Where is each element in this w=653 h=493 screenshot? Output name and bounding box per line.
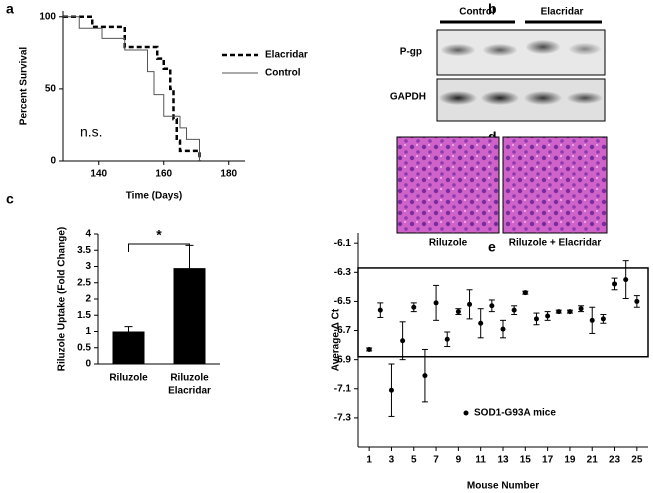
point — [522, 290, 528, 296]
panel-label: b — [488, 1, 497, 17]
y-tick-label: 100 — [39, 11, 56, 22]
row-label: P-gp — [400, 47, 422, 58]
x-tick-label: 11 — [475, 455, 486, 466]
point — [411, 304, 417, 310]
significance-bracket — [128, 243, 190, 252]
x-axis-label: Mouse Number — [467, 481, 539, 492]
significance-mark: * — [156, 227, 162, 243]
legend-marker — [463, 410, 469, 416]
x-tick-label: 140 — [90, 169, 107, 180]
y-tick-label: 0 — [85, 359, 91, 370]
x-tick-label: 180 — [220, 169, 237, 180]
y-tick-label: 1 — [85, 326, 91, 337]
x-tick-label: 23 — [609, 455, 621, 466]
caption: Riluzole — [429, 238, 468, 249]
x-tick-label: 7 — [433, 455, 439, 466]
point — [377, 307, 383, 313]
x-tick-label: Riluzole — [170, 373, 209, 384]
x-tick-label: Riluzole — [109, 373, 148, 384]
y-tick-label: 1.5 — [77, 310, 91, 321]
legend-label: Elacridar — [265, 50, 308, 61]
caption: Riluzole + Elacridar — [509, 238, 602, 249]
histology: Riluzole Riluzole + Elacridar — [396, 136, 608, 249]
point — [388, 387, 394, 393]
panel-label: a — [6, 1, 14, 17]
y-tick-label: -6.3 — [334, 267, 352, 278]
y-axis-label: Riluzole Uptake (Fold Change) — [57, 227, 68, 371]
y-axis-label: Percent Survival — [19, 47, 30, 126]
x-tick-label: 13 — [497, 455, 509, 466]
point — [444, 336, 450, 342]
point — [400, 338, 406, 344]
x-axis-label: Time (Days) — [126, 191, 183, 202]
bar — [112, 331, 145, 364]
point — [533, 316, 539, 322]
y-tick-label: 2 — [85, 294, 91, 305]
y-axis-label: Average Δ Ct — [331, 308, 342, 371]
group-label: Control — [459, 7, 495, 18]
point — [366, 346, 372, 352]
x-tick-label: 25 — [631, 455, 643, 466]
y-tick-label: -7.1 — [334, 383, 352, 394]
legend-label: Control — [265, 68, 301, 79]
point — [467, 301, 473, 307]
x-tick-label: 9 — [456, 455, 462, 466]
point — [567, 309, 573, 315]
point — [623, 277, 629, 283]
point — [511, 307, 517, 313]
annotation: n.s. — [80, 124, 103, 140]
point — [489, 303, 495, 309]
x-tick-label: Elacridar — [168, 386, 211, 397]
y-tick-label: 4 — [85, 229, 91, 240]
y-tick-label: -7.3 — [334, 413, 352, 424]
x-tick-label: 19 — [564, 455, 576, 466]
y-tick-label: 0.5 — [77, 342, 91, 353]
x-tick-label: 3 — [389, 455, 395, 466]
point — [422, 373, 428, 379]
legend-label: SOD1-G93A mice — [474, 408, 556, 419]
y-tick-label: 0 — [50, 156, 56, 167]
panel-label: e — [488, 239, 496, 255]
x-tick-label: 17 — [542, 455, 554, 466]
x-tick-label: 1 — [366, 455, 372, 466]
point — [578, 306, 584, 312]
point — [600, 316, 606, 322]
x-tick-label: 21 — [587, 455, 599, 466]
y-tick-label: 3 — [85, 261, 91, 272]
y-tick-label: 50 — [45, 84, 57, 95]
y-tick-label: 3.5 — [77, 245, 91, 256]
western-blot: Control Elacridar P-gp GAPDH — [390, 7, 606, 122]
point — [545, 313, 551, 319]
y-tick-label: -6.1 — [334, 238, 352, 249]
point — [500, 326, 506, 332]
y-tick-label: -6.7 — [334, 325, 352, 336]
point — [556, 309, 562, 315]
x-tick-label: 160 — [155, 169, 172, 180]
row-label: GAPDH — [390, 92, 426, 103]
point — [478, 320, 484, 326]
y-tick-label: -6.9 — [334, 354, 352, 365]
group-label: Elacridar — [541, 7, 584, 18]
point — [612, 281, 618, 287]
panel-label: c — [6, 191, 14, 207]
survival-line — [63, 15, 201, 161]
point — [634, 298, 640, 304]
x-tick-label: 15 — [520, 455, 532, 466]
point — [589, 317, 595, 323]
survival-line — [63, 16, 200, 161]
point — [433, 300, 439, 306]
highlight-box — [357, 267, 649, 358]
point — [455, 309, 461, 315]
x-tick-label: 5 — [411, 455, 417, 466]
y-tick-label: 2.5 — [77, 277, 91, 288]
y-tick-label: -6.5 — [334, 296, 352, 307]
